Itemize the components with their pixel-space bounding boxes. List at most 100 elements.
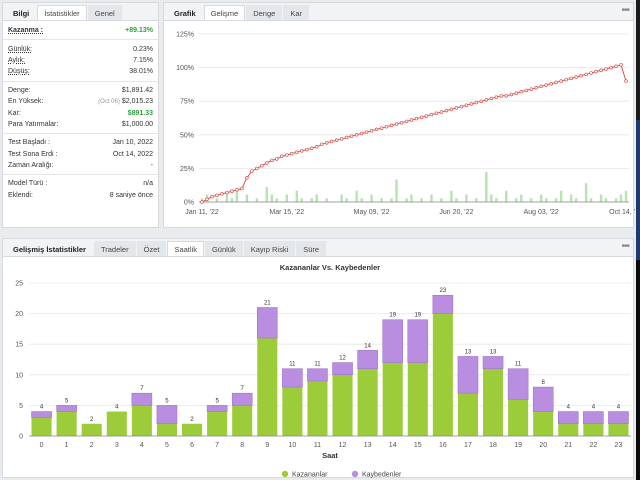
growth-point [230,189,234,193]
tab-tradeler[interactable]: Tradeler [93,241,136,256]
y-tick-label: 10 [15,372,23,379]
tab-gelisme[interactable]: Gelişme [203,5,246,20]
bar-total-label: 4 [567,405,571,411]
bar-total-label: 19 [414,313,421,319]
stats-tabs: Bilgi İstatistikler Genel [3,3,158,21]
x-tick-label: 16 [439,442,447,449]
growth-point [479,99,484,103]
volume-bar [490,194,493,202]
growth-point [429,112,434,117]
x-tick-label: Aug 03, '22 [524,209,559,216]
volume-bar [520,194,523,202]
volume-bar [559,190,563,202]
x-axis-label: Saat [322,451,338,460]
growth-point [454,106,459,110]
stat-label: Eklendi: [8,191,33,199]
y-tick-label: 15 [15,342,23,349]
stat-label[interactable]: Aylık: [8,56,25,64]
tab-saatlik[interactable]: Saatlik [167,241,204,256]
stat-label[interactable]: Kazanma : [8,27,44,35]
bar-total-label: 21 [264,300,271,306]
advanced-tabs: Gelişmiş İstatistikler Tradeler Özet Saa… [3,239,633,257]
volume-bar [475,198,478,202]
stat-label[interactable]: Düşüş: [8,68,30,76]
bar-kaybedenler [332,362,353,376]
tab-gelismis-istatistikler[interactable]: Gelişmiş İstatistikler [13,245,86,254]
tab-kayip-riski[interactable]: Kayıp Riski [243,241,296,256]
tab-denge[interactable]: Denge [246,5,283,20]
tab-kar[interactable]: Kar [283,5,309,20]
stat-row: Kazanma : +89.13% [3,25,158,36]
volume-bar [455,198,458,202]
volume-bar [599,194,603,202]
tab-sure[interactable]: Süre [296,241,327,256]
advanced-panel: Gelişmiş İstatistikler Tradeler Özet Saa… [2,238,634,478]
stat-value: - [150,162,153,170]
volume-bar [604,198,608,202]
stats-panel: Bilgi İstatistikler Genel Kazanma : +89.1… [2,2,159,228]
more-menu-icon[interactable]: ••• [621,241,629,252]
x-tick-label: 11 [314,442,321,449]
x-tick-label: Oct 14, '22 [609,209,635,216]
tab-gunluk[interactable]: Günlük [204,241,243,256]
tab-genel[interactable]: Genel [87,5,122,20]
volume-bar [465,194,468,202]
bar-total-label: 4 [592,405,596,411]
volume-bar [405,198,408,202]
growth-point [374,127,379,132]
x-tick-label: Mar 15, '22 [269,209,304,216]
bar-kazananlar [558,423,579,436]
growth-point [504,94,509,98]
x-tick-label: 12 [339,442,347,449]
growth-point [424,114,429,118]
bar-total-label: 19 [389,313,396,319]
x-tick-label: 22 [589,442,597,449]
bar-total-label: 11 [515,362,522,368]
bar-total-label: 4 [115,405,119,411]
stat-value: $1,891.42 [121,86,153,94]
more-menu-icon[interactable]: ••• [621,5,629,16]
bar-kazananlar [407,362,428,436]
growth-point [484,98,489,102]
growth-point [464,103,469,107]
volume-bar [225,194,229,202]
tab-ozet[interactable]: Özet [136,241,167,256]
x-tick-label: 13 [364,442,372,449]
stat-row: Kar: $891.33 [3,107,158,118]
growth-point [559,79,563,83]
bar-total-label: 11 [314,362,321,368]
tab-istatistikler[interactable]: İstatistikler [37,5,87,20]
volume-bar [410,194,413,202]
bar-kaybedenler [156,405,178,425]
growth-point [210,194,214,199]
stat-value: 7.15% [133,56,153,64]
bar-kazananlar [81,423,102,436]
stat-row: En Yüksek: (Oct 06) $2,015.23 [3,96,158,107]
stat-row: Zaman Aralığı: - [3,160,158,171]
tab-bilgi[interactable]: Bilgi [13,9,30,18]
x-tick-label: 0 [40,442,44,449]
stat-row: Eklendi: 8 saniye önce [3,190,158,201]
bar-kaybedenler [307,368,328,382]
volume-bar [544,198,548,202]
x-tick-label: 19 [514,442,522,449]
growth-point [344,135,349,140]
x-tick-label: 8 [240,442,244,449]
divider [3,39,158,41]
growth-point [489,96,494,101]
volume-bar [265,187,269,202]
stat-row: Para Yatırmalar: $1,000.00 [3,119,158,130]
growth-point [245,176,249,180]
legend-swatch [351,470,359,478]
volume-bar [390,198,393,202]
tab-grafik[interactable]: Grafik [174,9,196,18]
stat-label[interactable]: Günlük: [8,45,33,53]
x-tick-label: Jun 20, '22 [439,209,473,216]
bar-kazananlar [432,313,453,436]
volume-bar [370,194,373,202]
x-tick-label: 17 [464,442,472,449]
bar-kazananlar [608,423,629,436]
growth-point [419,115,424,120]
bar-kaybedenler [457,356,479,394]
bar-total-label: 13 [465,349,472,355]
